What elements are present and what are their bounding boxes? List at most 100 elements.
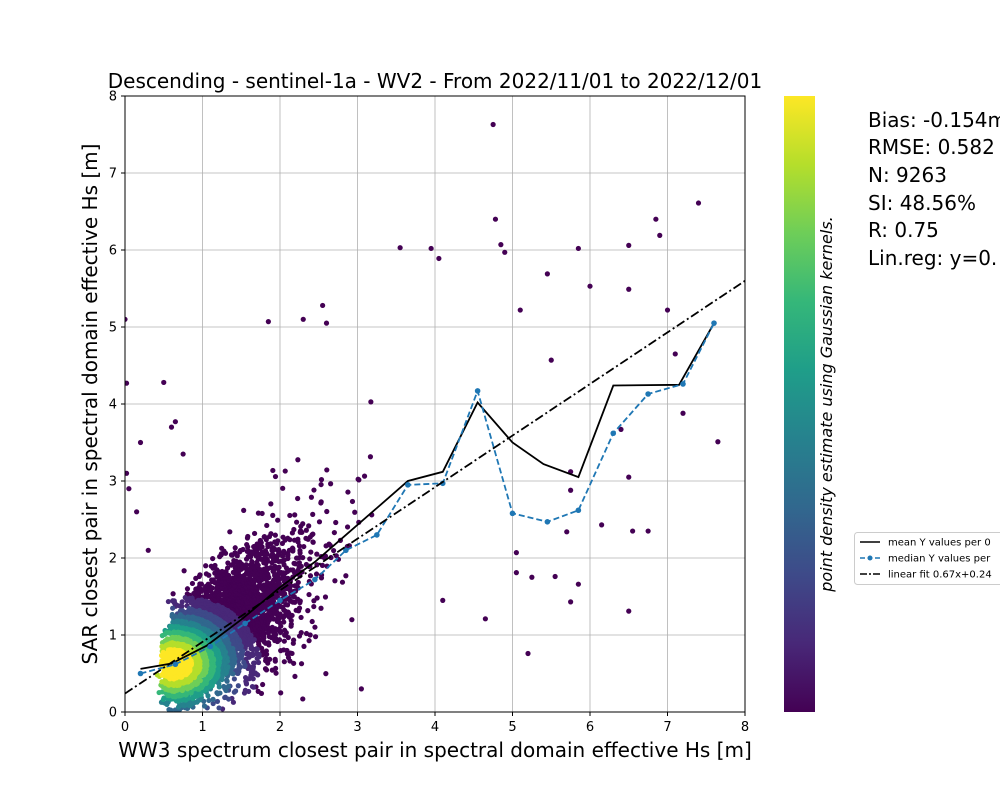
scatter-point [314,551,320,557]
scatter-point [297,600,303,606]
scatter-point [282,468,288,474]
scatter-point [587,283,593,289]
scatter-point [266,634,272,640]
scatter-point [657,232,663,238]
scatter-point [251,530,258,537]
scatter-points [125,121,721,712]
scatter-point [255,688,261,694]
scatter-point [300,696,306,702]
scatter-point [269,667,275,673]
scatter-point [214,690,220,696]
scatter-point [529,574,535,580]
scatter-point [265,319,271,325]
scatter-point [260,681,266,688]
scatter-point [513,550,519,556]
scatter-point [309,618,315,625]
scatter-point [292,583,298,589]
scatter-point [243,556,250,562]
scatter-point [214,698,221,705]
scatter-point [312,634,319,640]
scatter-point [300,316,306,322]
scatter-point [280,485,286,491]
scatter-point [306,638,312,644]
scatter-point [297,550,303,556]
scatter-point [490,121,496,128]
scatter-point [303,630,310,637]
scatter-point [297,529,303,535]
scatter-point [281,659,287,665]
scatter-point [278,648,284,654]
scatter-point [630,528,636,534]
scatter-point [184,598,190,604]
scatter-point [318,500,324,506]
scatter-point [188,600,194,606]
scatter-point [270,467,276,474]
scatter-point [492,216,499,222]
scatter-point [695,200,702,206]
scatter-point [232,545,238,551]
scatter-point [254,655,260,662]
scatter-point [286,613,292,619]
scatter-point [244,535,251,541]
scatter-point [311,598,317,604]
scatter-point [262,666,269,672]
scatter-point [344,524,351,530]
scatter-point [292,673,298,680]
scatter-point [234,553,240,559]
scatter-point [222,694,228,701]
scatter-point [210,700,216,707]
scatter-point [179,603,185,609]
scatter-point [645,528,651,534]
scatter-point [312,624,318,630]
scatter-point [189,580,196,587]
scatter-point [361,473,368,479]
scatter-point [498,242,504,248]
scatter-point [626,242,632,248]
scatter-point [266,533,273,540]
scatter-point [287,597,293,603]
scatter-point [268,501,274,507]
scatter-point [191,590,197,597]
scatter-point [303,535,309,541]
scatter-point [318,477,325,483]
scatter-point [231,689,237,695]
scatter-point [279,553,286,559]
scatter-point [288,623,294,629]
scatter-point [294,519,300,525]
scatter-point [287,537,293,543]
scatter-point [279,540,286,547]
scatter-point [221,683,227,690]
scatter-point [298,523,304,529]
scatter-point [193,575,199,581]
scatter-point [241,507,247,513]
scatter-point [715,439,721,445]
scatter-point [513,570,519,576]
scatter-point [170,605,176,611]
scatter-point [301,543,307,550]
scatter-point [282,632,288,638]
scatter-point [618,426,624,433]
scatter-point [303,561,309,568]
scatter-point [210,555,216,562]
scatter-point [145,547,151,553]
scatter-point [224,677,230,683]
scatter-point [575,581,581,587]
scatter-point [301,643,307,649]
scatter-point [168,424,175,430]
scatter-point [626,286,632,292]
scatter-point [292,512,298,518]
scatter-point [265,543,271,550]
scatter-point [322,594,329,600]
scatter-point [306,591,312,598]
scatter-point [281,638,287,644]
scatter-point [244,651,250,657]
scatter-point [242,674,249,681]
scatter-point [203,563,209,569]
scatter-point [568,487,574,493]
scatter-point [291,560,297,566]
scatter-point [242,663,248,670]
scatter-point [525,650,531,657]
scatter-point [288,617,294,624]
scatter-point [243,678,249,684]
scatter-point [263,658,269,664]
